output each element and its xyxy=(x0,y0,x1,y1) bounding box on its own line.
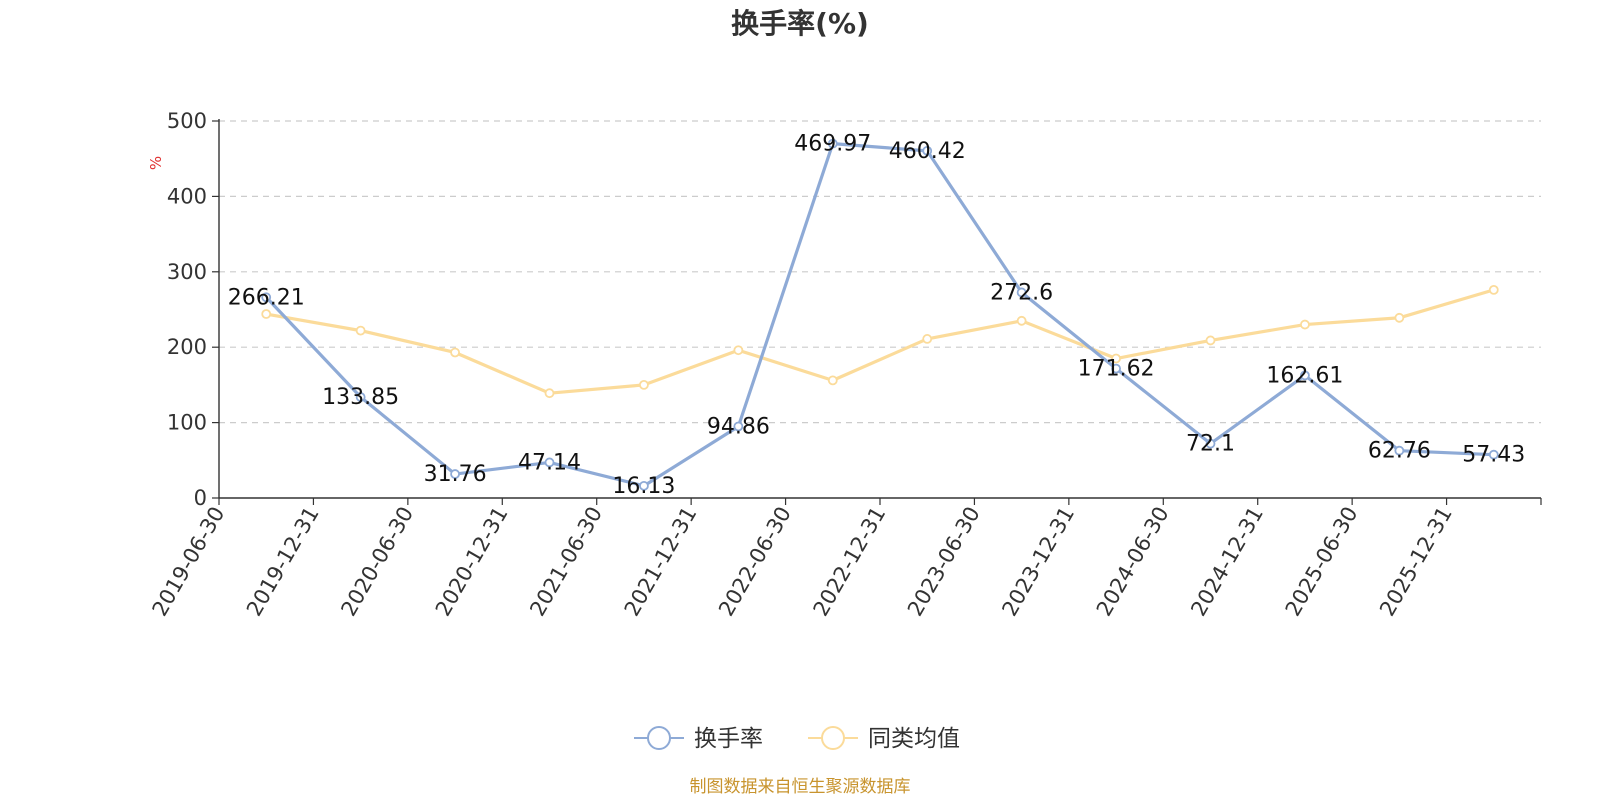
data-point xyxy=(1205,335,1216,346)
chart-title: 换手率(%) xyxy=(731,7,869,40)
x-tick-label: 2020-06-30 xyxy=(336,503,418,621)
data-point xyxy=(1394,312,1405,323)
data-point xyxy=(1016,287,1027,298)
data-label: 171.62 xyxy=(1078,357,1155,382)
x-tick-label: 2023-12-31 xyxy=(997,503,1079,621)
data-point xyxy=(1111,363,1121,374)
data-point xyxy=(1111,353,1121,364)
data-point xyxy=(544,457,555,468)
data-label: 162.61 xyxy=(1266,363,1343,388)
x-tick-label: 2020-12-31 xyxy=(431,503,513,621)
y-tick-label: 0 xyxy=(194,486,207,510)
series-line xyxy=(265,288,1495,395)
data-label: 266.21 xyxy=(228,285,305,310)
series-lines xyxy=(261,138,1499,491)
data-point xyxy=(261,292,272,303)
data-label: 272.6 xyxy=(990,280,1053,305)
legend-item[interactable]: 换手率 xyxy=(634,726,763,752)
y-tick-label: 100 xyxy=(167,411,207,435)
data-point xyxy=(922,334,933,344)
legend-label: 同类均值 xyxy=(868,726,960,752)
x-tick-label: 2021-06-30 xyxy=(525,503,607,621)
x-tick-label: 2019-06-30 xyxy=(148,503,230,621)
data-point xyxy=(733,345,744,356)
data-label: 133.85 xyxy=(322,385,399,410)
data-point xyxy=(1016,315,1027,326)
data-point xyxy=(639,480,649,491)
y-axis-unit-label: % xyxy=(147,156,165,170)
data-point xyxy=(1300,370,1310,381)
data-label: 57.43 xyxy=(1462,443,1525,468)
data-point xyxy=(261,309,272,319)
y-tick-label: 500 xyxy=(167,109,207,133)
x-tick-label: 2019-12-31 xyxy=(242,503,324,621)
x-tick-label: 2024-06-30 xyxy=(1092,503,1174,621)
legend-item[interactable]: 同类均值 xyxy=(808,726,960,752)
data-point xyxy=(355,392,366,402)
data-label: 16.13 xyxy=(612,474,675,499)
x-tick-label: 2025-06-30 xyxy=(1281,503,1363,621)
legend-marker-icon xyxy=(821,726,845,750)
data-label: 460.42 xyxy=(889,139,966,164)
legend-label: 换手率 xyxy=(694,726,763,752)
x-tick-label: 2024-12-31 xyxy=(1186,503,1268,621)
data-point xyxy=(827,375,838,386)
y-tick-label: 400 xyxy=(167,184,207,208)
data-label: 31.76 xyxy=(424,462,487,487)
data-point xyxy=(450,469,460,479)
data-point xyxy=(1300,319,1310,330)
data-point xyxy=(922,145,933,156)
data-point xyxy=(544,388,555,399)
data-label: 469.97 xyxy=(794,132,871,157)
y-tick-label: 200 xyxy=(167,335,207,359)
data-point xyxy=(450,347,460,358)
x-tick-label: 2022-06-30 xyxy=(714,503,796,621)
legend[interactable]: 换手率 同类均值 xyxy=(634,726,960,752)
data-label: 62.76 xyxy=(1368,439,1431,464)
series-line xyxy=(265,142,1494,488)
data-point xyxy=(1394,445,1405,456)
y-tick-label: 300 xyxy=(167,260,207,284)
data-point xyxy=(1488,449,1499,460)
data-point xyxy=(355,325,366,336)
data-point xyxy=(733,421,744,432)
data-label: 72.1 xyxy=(1186,432,1235,457)
x-tick-label: 2025-12-31 xyxy=(1375,503,1457,621)
data-point xyxy=(1488,284,1499,295)
data-point xyxy=(827,138,838,149)
data-labels: 266.21 133.85 31.76 47.14 16.13 94.86 469.97 46… xyxy=(228,132,1526,499)
x-tick-label: 2023-06-30 xyxy=(903,503,985,621)
data-source-note: 制图数据来自恒生聚源数据库 xyxy=(690,777,911,797)
data-label: 47.14 xyxy=(518,450,581,475)
data-point xyxy=(639,379,649,390)
x-tick-label: 2021-12-31 xyxy=(620,503,702,621)
legend-marker-icon xyxy=(647,726,671,750)
data-label: 94.86 xyxy=(707,414,770,439)
x-tick-label: 2022-12-31 xyxy=(809,503,891,621)
data-point xyxy=(1205,438,1216,449)
